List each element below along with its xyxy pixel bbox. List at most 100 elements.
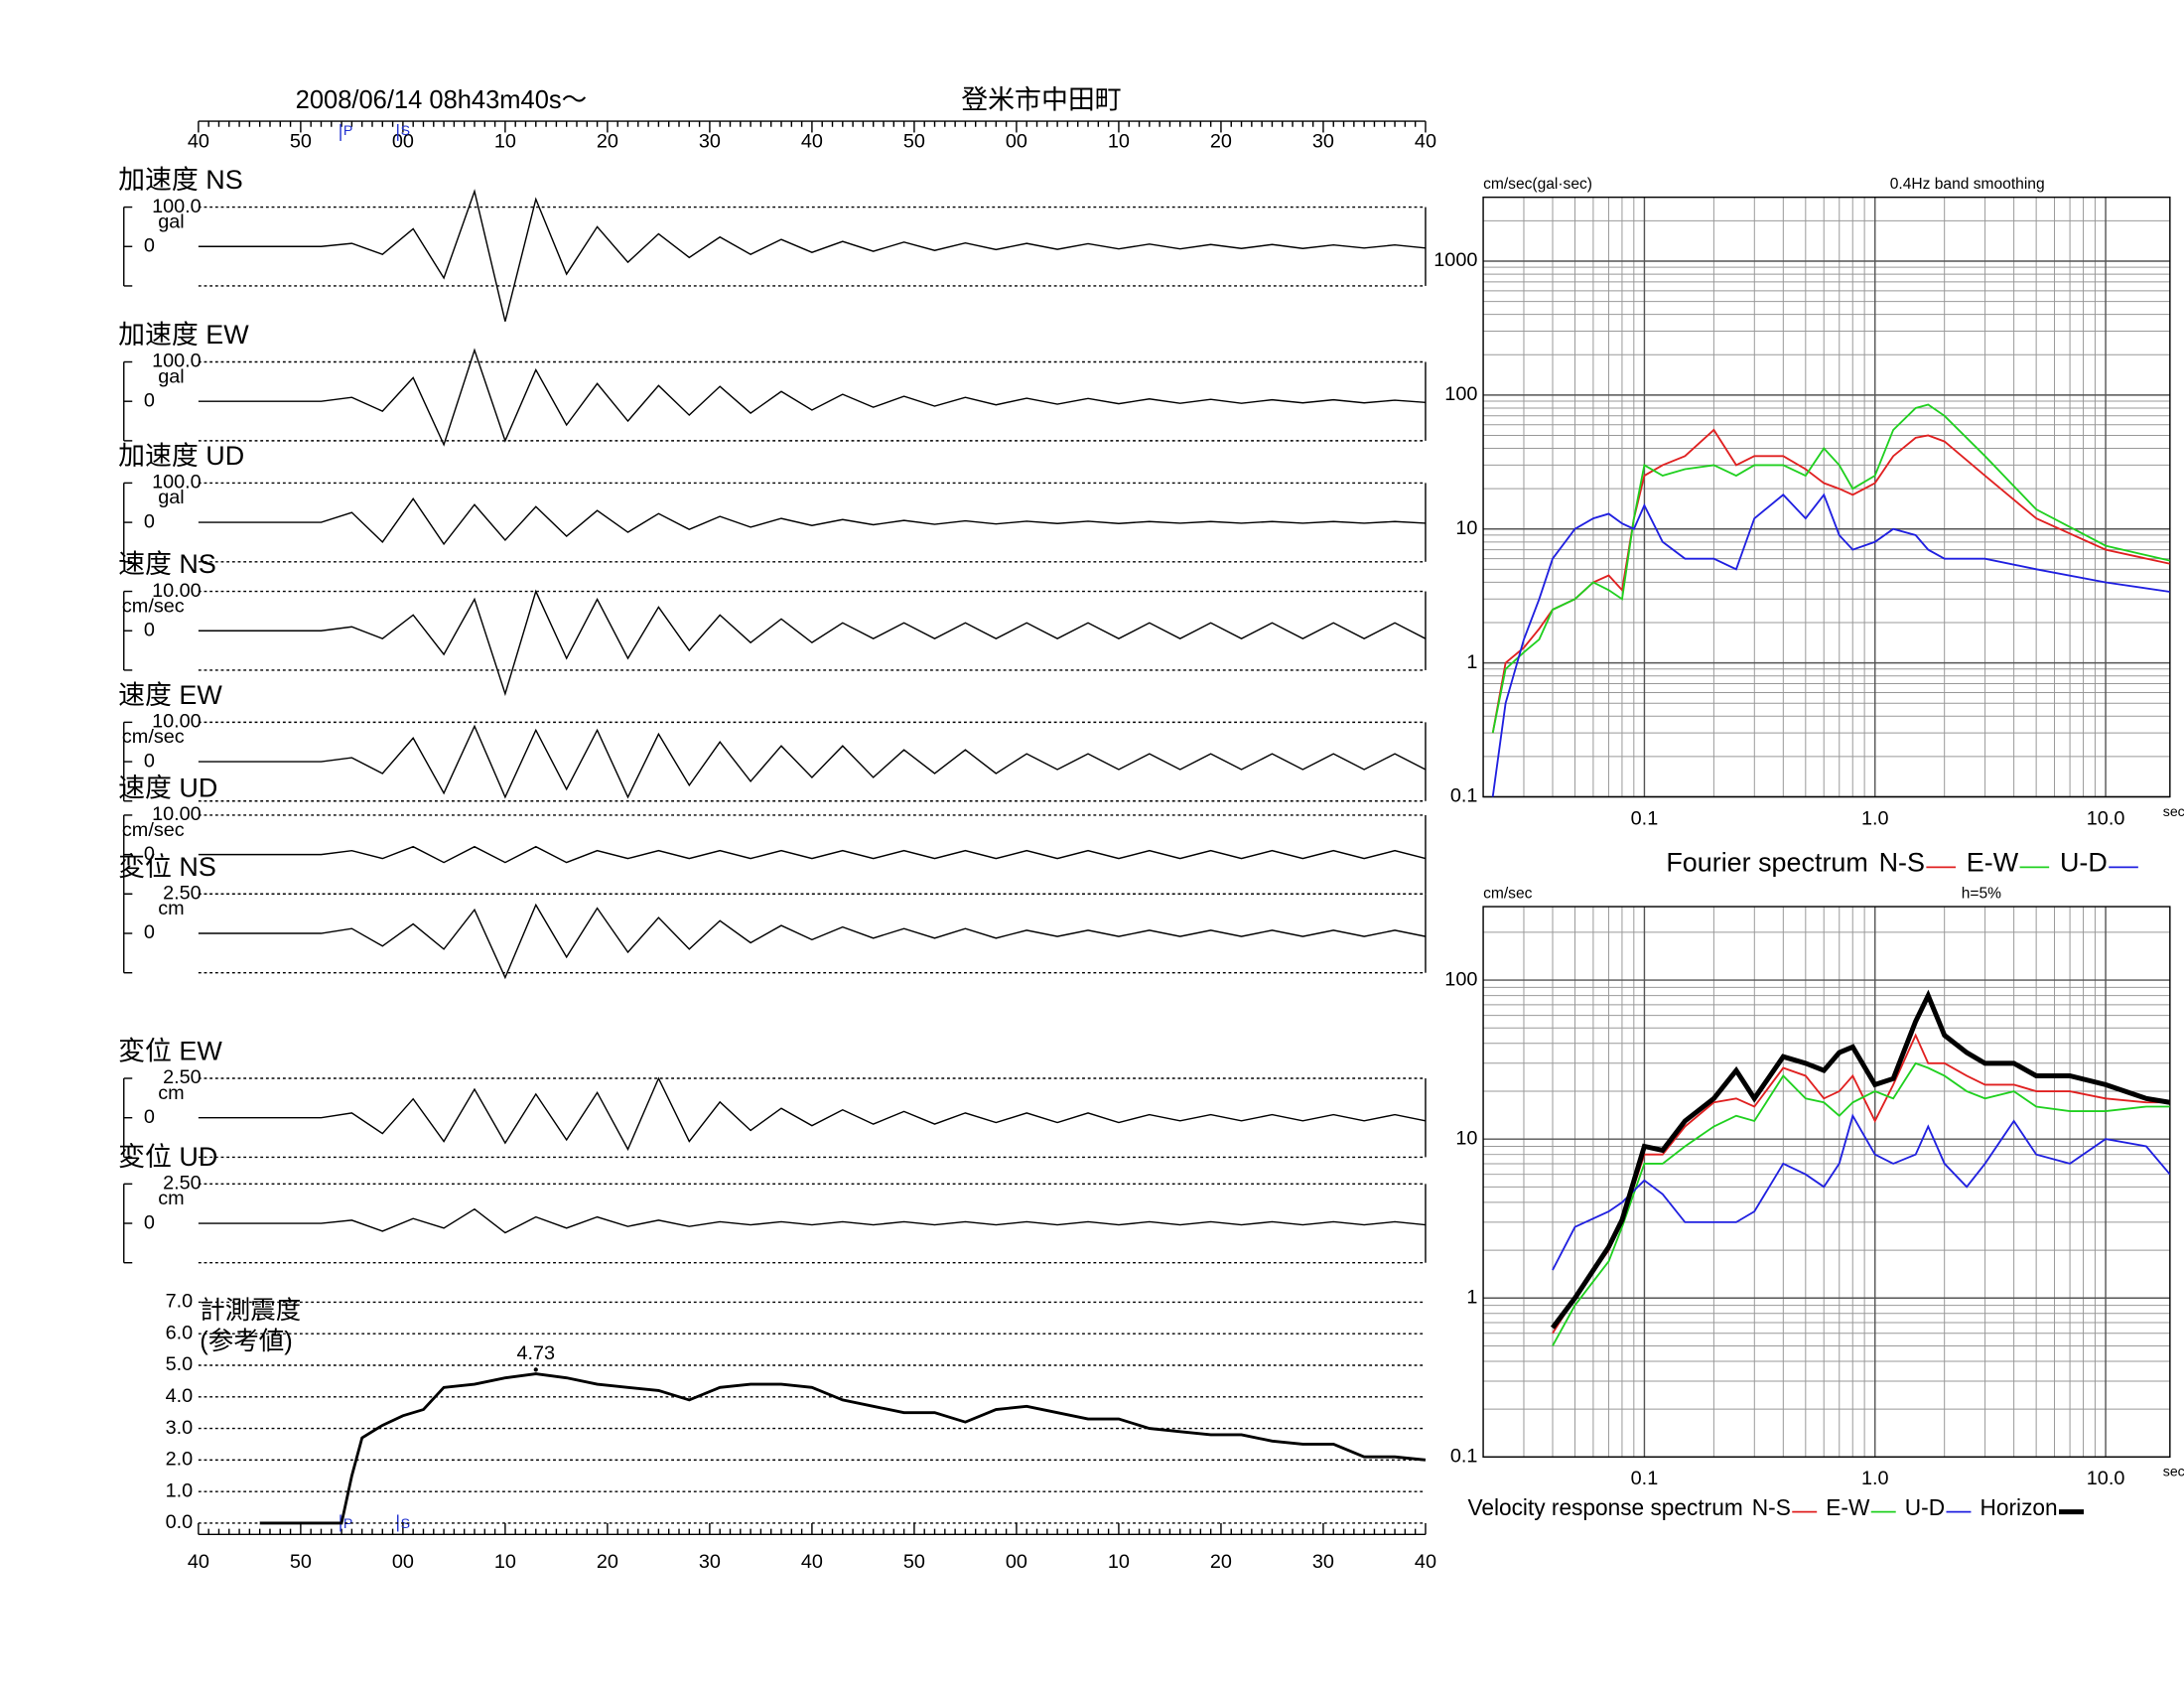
waveform-trace xyxy=(198,724,1427,799)
y-tick-label: 4.0 xyxy=(166,1385,194,1407)
panel-title: 加速度 EW xyxy=(118,320,249,350)
x-tick-label: 1.0 xyxy=(1861,1468,1889,1489)
y-tick-label: 0 xyxy=(144,234,155,256)
y-tick-label: 0 xyxy=(144,389,155,411)
peak-label: 4.73 xyxy=(516,1342,555,1364)
y-tick-label: 100.0 xyxy=(152,351,202,372)
waveform-trace xyxy=(198,589,1427,697)
time-tick-label: 20 xyxy=(1210,1551,1232,1573)
time-tick-label: 20 xyxy=(1210,131,1232,153)
y-tick-label: 1 xyxy=(1466,1286,1477,1308)
spectrum-curve xyxy=(1552,1061,2170,1346)
unit-label: cm xyxy=(158,1082,184,1104)
y-tick-label: 0 xyxy=(144,921,155,943)
panel-title: 速度 NS xyxy=(118,549,216,579)
x-tick-label: 0.1 xyxy=(1631,1468,1659,1489)
time-tick-label: 40 xyxy=(1415,1551,1436,1573)
plot-note: h=5% xyxy=(1962,885,2001,902)
y-tick-label: 10 xyxy=(1455,1127,1477,1149)
plot-note: 0.4Hz band smoothing xyxy=(1890,176,2045,193)
spectrum-curve xyxy=(1491,492,2170,797)
y-axis-label: cm/sec(gal·sec) xyxy=(1483,176,1592,193)
x-tick-label: 0.1 xyxy=(1631,807,1659,829)
time-tick-label: 30 xyxy=(699,1551,721,1573)
time-tick-label: 10 xyxy=(1108,1551,1130,1573)
unit-label: cm xyxy=(158,898,184,919)
y-tick-label: 5.0 xyxy=(166,1353,194,1375)
y-tick-label: 10.00 xyxy=(152,580,202,602)
phase-label: S xyxy=(401,1516,410,1532)
y-tick-label: 1000 xyxy=(1433,249,1477,271)
time-tick-label: 40 xyxy=(188,131,209,153)
time-tick-label: 20 xyxy=(597,1551,618,1573)
y-tick-label: 1.0 xyxy=(166,1479,194,1501)
x-tick-label: 10.0 xyxy=(2087,807,2125,829)
panel-title: 加速度 NS xyxy=(118,165,243,195)
time-tick-label: 00 xyxy=(1006,131,1027,153)
y-tick-label: 3.0 xyxy=(166,1417,194,1439)
legend-label: E-W xyxy=(1826,1494,1870,1520)
y-tick-label: 2.50 xyxy=(163,1173,202,1195)
panel-title: 速度 UD xyxy=(118,774,217,803)
time-tick-label: 40 xyxy=(1415,131,1436,153)
y-tick-label: 0 xyxy=(144,1211,155,1233)
phase-label: S xyxy=(401,123,410,139)
phase-label: P xyxy=(343,1516,352,1532)
spectrum-curve xyxy=(1552,1033,2170,1335)
time-tick-label: 20 xyxy=(597,131,618,153)
y-tick-label: 2.50 xyxy=(163,1066,202,1088)
time-tick-label: 50 xyxy=(903,131,925,153)
unit-label: cm/sec xyxy=(122,819,185,841)
y-tick-label: 10.00 xyxy=(152,711,202,733)
y-tick-label: 100 xyxy=(1444,968,1477,990)
y-tick-label: 10.00 xyxy=(152,803,202,825)
legend-label: E-W xyxy=(1967,848,2019,878)
legend-label: U-D xyxy=(1905,1494,1945,1520)
legend-label: Horizon xyxy=(1980,1494,2058,1520)
panel-title: 加速度 UD xyxy=(118,441,244,471)
x-axis-label: sec xyxy=(2163,1465,2184,1480)
unit-label: gal xyxy=(158,211,184,232)
waveform-trace xyxy=(198,1076,1427,1152)
time-tick-label: 00 xyxy=(392,1551,414,1573)
waveform-trace xyxy=(198,497,1426,546)
unit-label: gal xyxy=(158,487,184,508)
y-tick-label: 0 xyxy=(144,750,155,772)
time-tick-label: 30 xyxy=(699,131,721,153)
y-tick-label: 100.0 xyxy=(152,196,202,217)
spectrum-curve xyxy=(1491,403,2170,734)
y-tick-label: 100 xyxy=(1444,383,1477,405)
panel-title: 変位 EW xyxy=(118,1037,222,1066)
y-tick-label: 0.1 xyxy=(1450,1446,1478,1468)
unit-label: gal xyxy=(158,365,184,387)
legend-title: Velocity response spectrum xyxy=(1467,1494,1742,1520)
unit-label: cm/sec xyxy=(122,726,185,748)
x-tick-label: 10.0 xyxy=(2087,1468,2125,1489)
time-tick-label: 50 xyxy=(290,131,312,153)
time-tick-label: 10 xyxy=(1108,131,1130,153)
y-tick-label: 6.0 xyxy=(166,1322,194,1343)
waveform-trace xyxy=(198,189,1427,322)
y-tick-label: 2.50 xyxy=(163,883,202,905)
y-tick-label: 100.0 xyxy=(152,472,202,493)
spectrum-curve xyxy=(1550,989,2170,1330)
intensity-title: 計測震度 xyxy=(200,1297,301,1325)
time-tick-label: 50 xyxy=(903,1551,925,1573)
panel-title: 変位 UD xyxy=(118,1142,217,1172)
time-tick-label: 10 xyxy=(494,1551,516,1573)
plot-frame xyxy=(1482,196,2171,798)
y-tick-label: 0.1 xyxy=(1450,785,1478,807)
y-tick-label: 1 xyxy=(1466,651,1477,673)
panel-title: 速度 EW xyxy=(118,680,222,710)
waveform-trace xyxy=(198,1207,1427,1234)
plot-frame xyxy=(1482,906,2171,1459)
time-tick-label: 30 xyxy=(1312,1551,1334,1573)
waveform-trace xyxy=(198,903,1427,980)
y-tick-label: 0.0 xyxy=(166,1511,194,1533)
spectrum-curve xyxy=(1491,428,2170,734)
legend-label: N-S xyxy=(1752,1494,1791,1520)
y-tick-label: 0 xyxy=(144,510,155,532)
unit-label: cm/sec xyxy=(122,595,185,617)
time-tick-label: 40 xyxy=(801,1551,823,1573)
